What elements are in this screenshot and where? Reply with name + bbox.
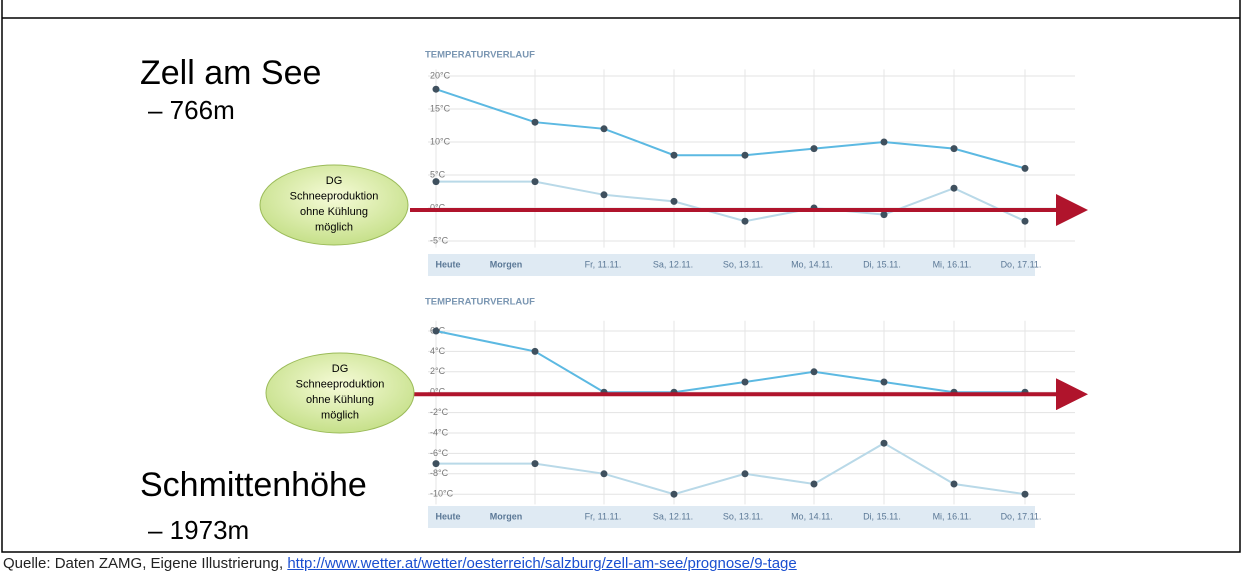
y-tick-label: -5°C — [430, 235, 449, 245]
data-point — [600, 191, 608, 199]
y-tick-label: 20°C — [430, 70, 451, 80]
data-point — [432, 85, 440, 93]
x-tick-label: Sa, 12.11. — [653, 259, 693, 269]
callout-text: ohne Kühlung — [300, 206, 368, 218]
category-band — [428, 506, 1035, 528]
y-tick-label: 2°C — [430, 366, 446, 376]
data-point — [531, 347, 539, 355]
data-point — [810, 145, 818, 153]
data-point — [670, 151, 678, 159]
y-tick-label: -8°C — [430, 468, 449, 478]
chart: TEMPERATURVERLAUF 20°C 15°C 10°C 5°C 0°C -5°C H… — [425, 50, 1075, 276]
x-tick-label: Mi, 16.11. — [933, 511, 972, 521]
x-tick-label: Mo, 14.11. — [791, 511, 833, 521]
callout-text: Schneeproduktion — [290, 190, 379, 202]
data-point — [1021, 490, 1029, 498]
data-point — [432, 460, 440, 468]
x-tick-label: Fr, 11.11. — [585, 259, 622, 269]
data-point — [880, 439, 888, 447]
data-point — [531, 118, 539, 126]
source-link[interactable]: http://www.wetter.at/wetter/oesterreich/… — [287, 555, 797, 572]
data-point — [670, 490, 678, 498]
callout-bubble — [259, 164, 409, 246]
x-tick-label: Di, 15.11. — [863, 511, 901, 521]
source-text: Quelle: Daten ZAMG, Eigene Illustrierung… — [3, 555, 284, 572]
y-tick-label: -10°C — [430, 489, 454, 499]
chart-title: TEMPERATURVERLAUF — [425, 297, 535, 308]
series-line — [436, 442, 1026, 496]
data-point — [432, 327, 440, 335]
y-tick-label: 15°C — [430, 103, 451, 113]
height: – 1973m — [148, 515, 249, 545]
overlay: DG Schneeproduktion ohne Kühlung möglich DG S… — [259, 164, 1088, 434]
data-point — [950, 184, 958, 192]
x-tick-label: Do, 17.11. — [1001, 259, 1042, 269]
y-tick-label: 5°C — [430, 169, 446, 179]
category-band — [428, 254, 1035, 276]
slide-border — [1, 0, 1241, 553]
x-tick-label: Morgen — [490, 259, 523, 269]
place: Zell am See — [140, 54, 321, 92]
callout-text: DG — [332, 363, 349, 375]
callout-text: Schneeproduktion — [296, 378, 385, 390]
callout: DG Schneeproduktion ohne Kühlung möglich — [265, 352, 415, 434]
data-point — [741, 470, 749, 478]
chart: TEMPERATURVERLAUF6°C4°C2°C0°C-2°C-4°C-6°… — [425, 297, 1075, 528]
data-point — [670, 197, 678, 205]
y-tick-label: -2°C — [430, 407, 449, 417]
series-line — [435, 88, 1026, 170]
data-point — [950, 480, 958, 488]
data-point — [880, 211, 888, 219]
x-tick-label: Fr, 11.11. — [585, 511, 622, 521]
y-tick-label: 0°C — [430, 387, 446, 397]
callout-text: möglich — [315, 221, 353, 233]
data-point — [810, 368, 818, 376]
callout-text: DG — [326, 175, 343, 187]
x-tick-label: Heute — [435, 259, 460, 269]
data-point — [531, 178, 539, 186]
place: Schmittenhöhe — [140, 466, 367, 504]
y-tick-label: 0°C — [430, 202, 446, 212]
callout-text: möglich — [321, 409, 359, 421]
charts: TEMPERATURVERLAUF 20°C 15°C 10°C 5°C 0°C -5°C H… — [425, 50, 1075, 528]
y-tick-label: -4°C — [430, 427, 449, 437]
y-tick-label: -6°C — [430, 448, 449, 458]
slide: TEMPERATURVERLAUF 20°C 15°C 10°C 5°C 0°C -5°C H… — [1, 0, 1241, 553]
x-tick-label: So, 13.11. — [723, 259, 763, 269]
data-point — [950, 145, 958, 153]
x-tick-label: Heute — [435, 511, 460, 521]
data-point — [600, 125, 608, 133]
data-point — [600, 470, 608, 478]
data-point — [531, 460, 539, 468]
callout-bubble — [265, 352, 415, 434]
x-tick-label: Mo, 14.11. — [791, 259, 833, 269]
y-tick-label: 10°C — [430, 136, 451, 146]
y-tick-label: 4°C — [430, 346, 446, 356]
data-point — [741, 378, 749, 386]
data-point — [880, 378, 888, 386]
height: – 766m — [148, 95, 235, 125]
data-point — [1021, 217, 1029, 225]
callout-text: ohne Kühlung — [306, 394, 374, 406]
x-tick-label: Di, 15.11. — [863, 259, 901, 269]
data-point — [810, 480, 818, 488]
series-line — [436, 180, 1026, 223]
source: Quelle: Daten ZAMG, Eigene Illustrierung… — [0, 553, 1242, 574]
data-point — [880, 138, 888, 146]
chart-title: TEMPERATURVERLAUF — [425, 50, 535, 61]
series-line — [435, 330, 1025, 394]
data-point — [1021, 164, 1029, 172]
callout: DG Schneeproduktion ohne Kühlung möglich — [259, 164, 409, 246]
data-point — [432, 178, 440, 186]
data-point — [741, 151, 749, 159]
x-tick-label: So, 13.11. — [723, 511, 763, 521]
x-tick-label: Do, 17.11. — [1001, 511, 1042, 521]
x-tick-label: Mi, 16.11. — [933, 259, 972, 269]
x-tick-label: Morgen — [490, 511, 523, 521]
x-tick-label: Sa, 12.11. — [653, 511, 693, 521]
data-point — [741, 217, 749, 225]
